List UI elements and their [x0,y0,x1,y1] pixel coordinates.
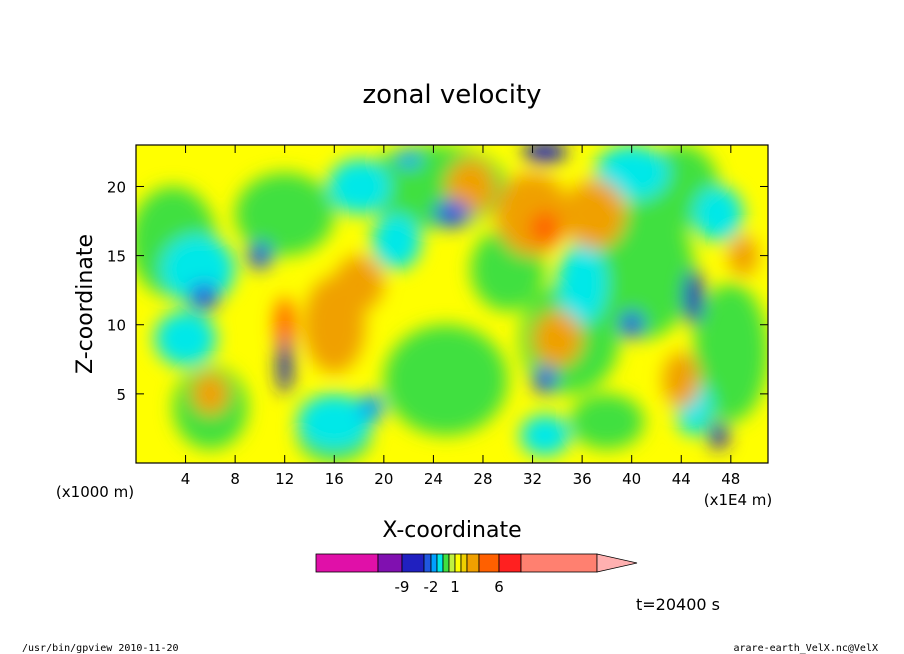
field-blob [383,324,508,436]
velocity-field [136,145,768,463]
field-blob [532,310,583,367]
x-tick-label: 12 [275,470,294,488]
field-blob [297,393,372,450]
field-blob [277,338,293,394]
field-blob [522,145,568,163]
field-blob [160,234,236,304]
colorbar-segment [466,553,480,573]
y-axis-ticks: 5 10 15 20 [107,178,768,404]
plot-frame [135,144,769,464]
colorbar-segment [448,553,456,573]
field-blob [693,186,744,242]
colorbar-segment [423,553,432,573]
field-blob [520,414,570,457]
field-blob [594,145,669,201]
colorbar-segment [436,553,444,573]
field-blob [235,172,335,256]
field-blob [191,373,229,415]
y-tick-label: 10 [107,317,126,335]
field-blob [619,310,645,339]
field-blob [247,241,273,270]
x-tick-label: 40 [622,470,641,488]
chart-title: zonal velocity [362,80,541,110]
plot-area [136,145,768,463]
field-blob [532,366,558,394]
field-blob [708,421,729,450]
x-tick-label: 36 [573,470,592,488]
colorbar-tick-label: -9 [395,578,410,596]
x-unit-label: (x1E4 m) [704,491,773,509]
field-blob [154,310,217,367]
x-tick-label: 16 [325,470,344,488]
x-tick-label: 48 [721,470,740,488]
colorbar: -9 -2 1 6 [315,553,638,596]
field-blob [359,393,384,422]
field-blob [189,283,220,311]
time-annotation: t=20400 s [636,595,720,614]
colorbar-tick-label: -2 [424,578,439,596]
field-blob [371,214,422,270]
colorbar-extend-arrow [596,553,638,573]
field-blob [683,269,704,325]
x-tick-label: 24 [424,470,443,488]
field-blob [334,255,384,311]
y-axis-label: Z-coordinate [73,234,98,374]
field-blob [557,241,607,325]
colorbar-segment [478,553,500,573]
y-tick-label: 15 [107,248,126,266]
field-blob [328,158,391,215]
x-tick-label: 44 [672,470,691,488]
field-blob [563,179,626,249]
field-blob [396,150,422,168]
field-blob [274,297,295,353]
x-axis-label: X-coordinate [382,518,521,543]
field-blob [569,393,645,450]
footer-left: /usr/bin/gpview 2010-11-20 [22,643,179,654]
field-blob [728,234,759,277]
field-blob [445,158,496,215]
y-tick-label: 5 [116,386,126,404]
field-blob [662,352,700,408]
colorbar-segment [520,553,598,573]
colorbar-segment [377,553,403,573]
x-tick-label: 8 [230,470,240,488]
y-tick-label: 20 [107,178,126,196]
colorbar-segment [401,553,425,573]
colorbar-segment [315,553,379,573]
field-blob [495,172,570,256]
field-blob [433,200,471,228]
colorbar-tick-label: 6 [494,578,504,596]
field-blob [693,283,768,422]
footer-right: arare-earth_VelX.nc@VelX [734,643,879,654]
y-unit-label: (x1000 m) [56,483,134,501]
x-axis-ticks: 4 8 12 16 20 24 28 32 36 40 44 48 [181,145,740,488]
colorbar-segment [460,553,468,573]
x-tick-label: 4 [181,470,191,488]
field-blob [530,211,560,245]
colorbar-segment [430,553,438,573]
x-tick-label: 28 [473,470,492,488]
colorbar-segment [442,553,450,573]
colorbar-tick-label: 1 [450,578,460,596]
colorbar-segment [498,553,522,573]
x-tick-label: 32 [523,470,542,488]
colorbar-segment [454,553,462,573]
x-tick-label: 20 [374,470,393,488]
